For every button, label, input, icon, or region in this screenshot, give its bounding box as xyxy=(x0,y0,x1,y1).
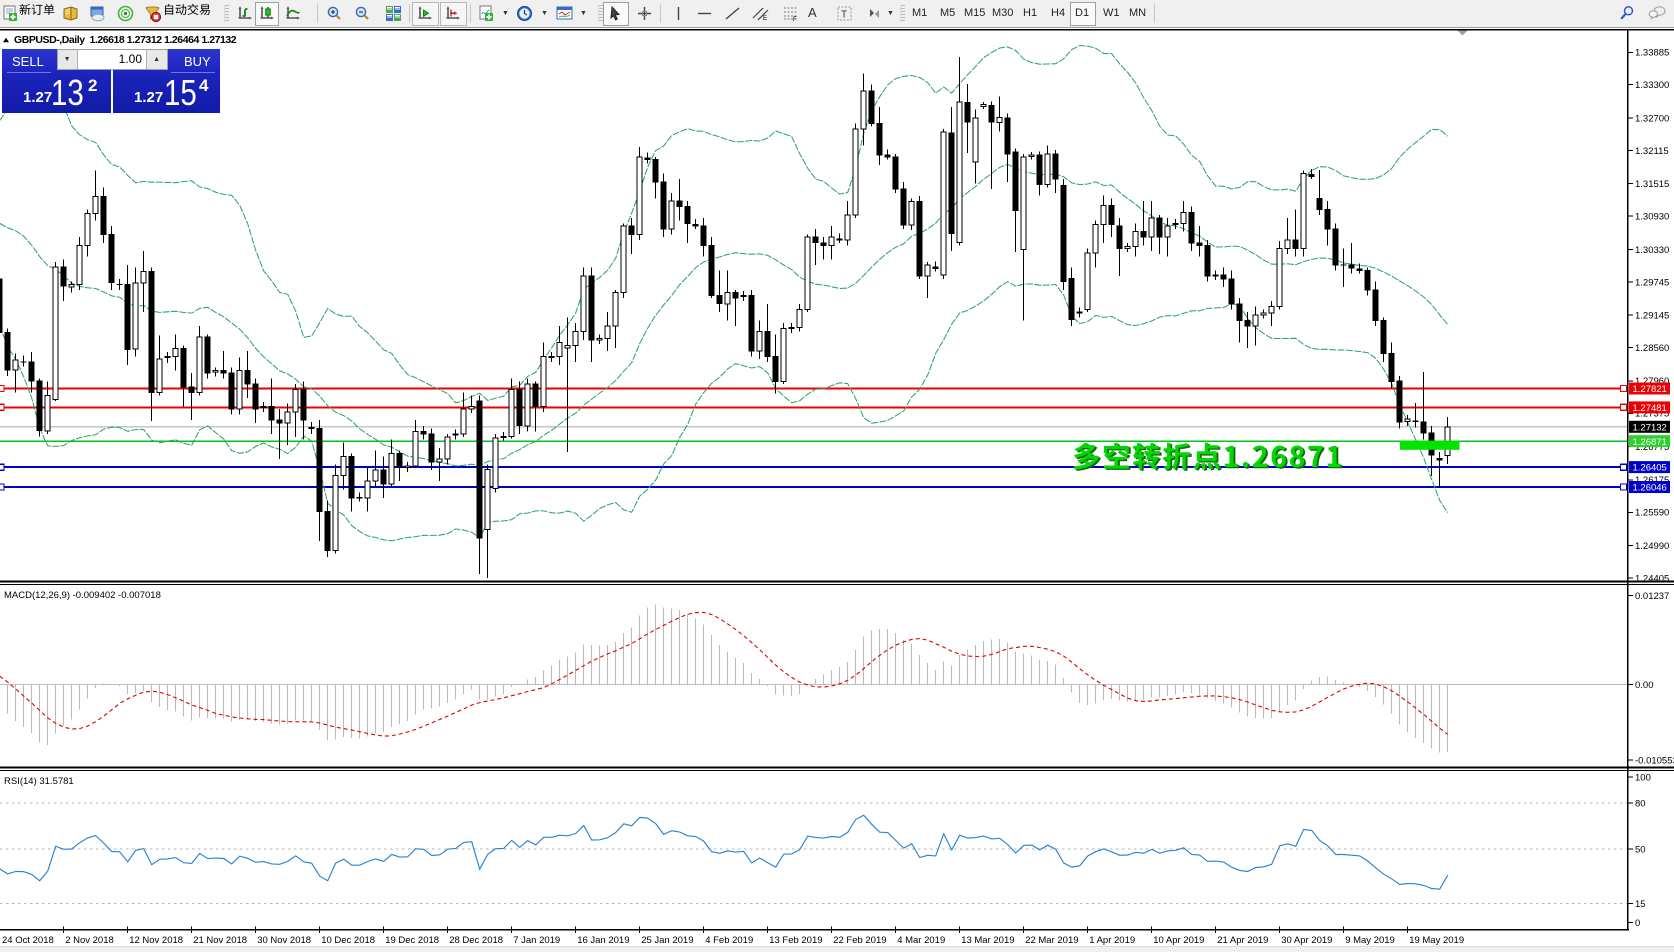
svg-text:1.26046: 1.26046 xyxy=(1633,483,1667,494)
svg-text:1.26175: 1.26175 xyxy=(1635,475,1669,486)
svg-text:E: E xyxy=(763,16,767,22)
svg-text:1.31515: 1.31515 xyxy=(1635,179,1669,190)
svg-text:25 Jan 2019: 25 Jan 2019 xyxy=(641,935,693,946)
svg-text:13 Mar 2019: 13 Mar 2019 xyxy=(961,935,1014,946)
svg-text:100: 100 xyxy=(1635,772,1651,783)
svg-text:0.01237: 0.01237 xyxy=(1635,591,1669,602)
svg-text:1.27132: 1.27132 xyxy=(1633,422,1667,433)
svg-text:1 Apr 2019: 1 Apr 2019 xyxy=(1089,935,1135,946)
svg-text:0.00: 0.00 xyxy=(1635,680,1654,691)
svg-text:10 Dec 2018: 10 Dec 2018 xyxy=(321,935,375,946)
svg-text:1.32115: 1.32115 xyxy=(1635,146,1669,157)
svg-text:1.32700: 1.32700 xyxy=(1635,113,1669,124)
svg-text:12 Nov 2018: 12 Nov 2018 xyxy=(129,935,183,946)
svg-text:80: 80 xyxy=(1635,798,1646,809)
svg-text:4 Feb 2019: 4 Feb 2019 xyxy=(705,935,753,946)
svg-text:1.33885: 1.33885 xyxy=(1635,48,1669,59)
svg-text:4 Mar 2019: 4 Mar 2019 xyxy=(897,935,945,946)
svg-text:22 Feb 2019: 22 Feb 2019 xyxy=(833,935,886,946)
svg-text:10 Apr 2019: 10 Apr 2019 xyxy=(1153,935,1204,946)
svg-text:1.27821: 1.27821 xyxy=(1633,384,1667,395)
svg-text:21 Apr 2019: 21 Apr 2019 xyxy=(1217,935,1268,946)
svg-text:-0.010553: -0.010553 xyxy=(1635,756,1674,767)
svg-text:MACD(12,26,9) -0.009402 -0.007: MACD(12,26,9) -0.009402 -0.007018 xyxy=(4,590,161,601)
svg-text:1.26405: 1.26405 xyxy=(1633,463,1667,474)
svg-text:1.27375: 1.27375 xyxy=(1635,409,1669,420)
svg-text:19 May 2019: 19 May 2019 xyxy=(1409,935,1464,946)
svg-text:1.27481: 1.27481 xyxy=(1633,403,1667,414)
svg-text:30 Nov 2018: 30 Nov 2018 xyxy=(257,935,311,946)
svg-text:2 Nov 2018: 2 Nov 2018 xyxy=(65,935,114,946)
svg-text:1.27960: 1.27960 xyxy=(1635,376,1669,387)
svg-text:13 Feb 2019: 13 Feb 2019 xyxy=(769,935,822,946)
svg-text:16 Jan 2019: 16 Jan 2019 xyxy=(577,935,629,946)
svg-text:F: F xyxy=(793,17,797,22)
svg-text:15: 15 xyxy=(1635,899,1646,910)
svg-text:1.30330: 1.30330 xyxy=(1635,245,1669,256)
svg-text:1.24990: 1.24990 xyxy=(1635,541,1669,552)
svg-text:21 Nov 2018: 21 Nov 2018 xyxy=(193,935,247,946)
svg-text:1.26775: 1.26775 xyxy=(1635,442,1669,453)
svg-text:22 Mar 2019: 22 Mar 2019 xyxy=(1025,935,1078,946)
svg-text:RSI(14) 31.5781: RSI(14) 31.5781 xyxy=(4,776,74,787)
svg-text:1.29745: 1.29745 xyxy=(1635,277,1669,288)
svg-text:0: 0 xyxy=(1635,918,1640,929)
svg-text:30 Apr 2019: 30 Apr 2019 xyxy=(1281,935,1332,946)
svg-text:T: T xyxy=(841,10,847,21)
svg-text:1.29145: 1.29145 xyxy=(1635,311,1669,322)
svg-text:28 Dec 2018: 28 Dec 2018 xyxy=(449,935,503,946)
svg-text:9 May 2019: 9 May 2019 xyxy=(1345,935,1395,946)
svg-text:1.33300: 1.33300 xyxy=(1635,80,1669,91)
svg-text:1.28560: 1.28560 xyxy=(1635,343,1669,354)
svg-text:GBPUSD-,Daily 1.26618 1.27312: GBPUSD-,Daily 1.26618 1.27312 1.26464 1.… xyxy=(14,34,237,46)
svg-text:1.30930: 1.30930 xyxy=(1635,212,1669,223)
svg-text:1.24405: 1.24405 xyxy=(1635,573,1669,584)
svg-text:7 Jan 2019: 7 Jan 2019 xyxy=(513,935,560,946)
svg-text:1.26871: 1.26871 xyxy=(1633,437,1667,448)
svg-text:1.25590: 1.25590 xyxy=(1635,508,1669,519)
svg-text:24 Oct 2018: 24 Oct 2018 xyxy=(2,935,54,946)
svg-text:50: 50 xyxy=(1635,844,1646,855)
svg-text:19 Dec 2018: 19 Dec 2018 xyxy=(385,935,439,946)
